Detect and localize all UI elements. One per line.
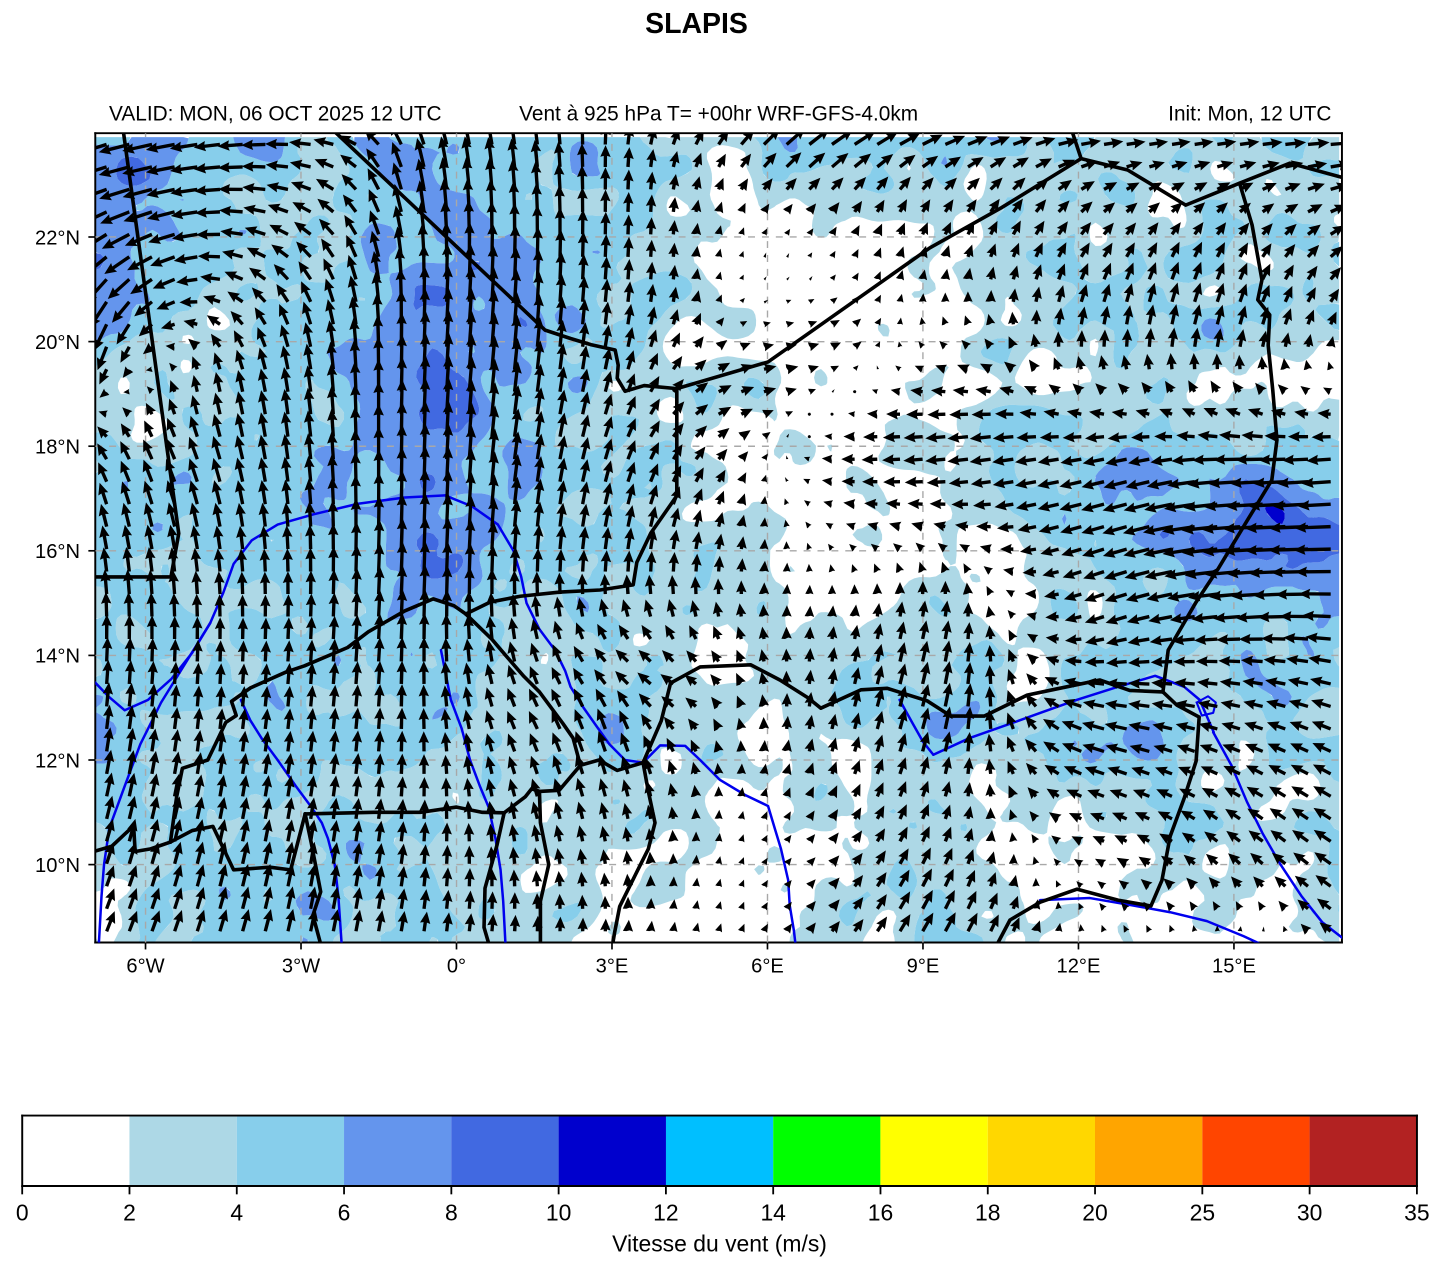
svg-text:16: 16 xyxy=(868,1200,893,1226)
svg-text:6°W: 6°W xyxy=(126,955,164,977)
svg-text:12: 12 xyxy=(653,1200,678,1226)
svg-text:9°E: 9°E xyxy=(907,955,940,977)
svg-text:8: 8 xyxy=(445,1200,458,1226)
svg-text:2: 2 xyxy=(123,1200,136,1226)
svg-text:15°E: 15°E xyxy=(1212,955,1256,977)
svg-text:0°: 0° xyxy=(447,955,466,977)
svg-text:12°N: 12°N xyxy=(35,750,80,772)
svg-text:0: 0 xyxy=(16,1200,29,1226)
svg-text:12°E: 12°E xyxy=(1057,955,1101,977)
svg-text:14°N: 14°N xyxy=(35,646,80,668)
svg-text:3°E: 3°E xyxy=(596,955,629,977)
svg-text:20°N: 20°N xyxy=(35,332,80,354)
svg-text:VALID: MON, 06 OCT 2025 12 UTC: VALID: MON, 06 OCT 2025 12 UTC xyxy=(109,103,442,126)
svg-text:14: 14 xyxy=(760,1200,786,1226)
svg-text:4: 4 xyxy=(230,1200,243,1226)
svg-text:18: 18 xyxy=(975,1200,1000,1226)
svg-text:20: 20 xyxy=(1082,1200,1107,1226)
svg-text:6: 6 xyxy=(338,1200,351,1226)
svg-text:22°N: 22°N xyxy=(35,227,80,249)
svg-text:Init: Mon, 12 UTC: Init: Mon, 12 UTC xyxy=(1168,103,1331,126)
svg-text:35: 35 xyxy=(1404,1200,1429,1226)
svg-text:10: 10 xyxy=(546,1200,571,1226)
svg-text:16°N: 16°N xyxy=(35,541,80,563)
svg-text:SLAPIS: SLAPIS xyxy=(645,8,748,40)
svg-text:18°N: 18°N xyxy=(35,436,80,458)
svg-text:30: 30 xyxy=(1297,1200,1322,1226)
svg-text:6°E: 6°E xyxy=(751,955,784,977)
svg-text:25: 25 xyxy=(1190,1200,1215,1226)
svg-text:Vent à 925 hPa T= +00hr WRF-G: Vent à 925 hPa T= +00hr WRF-GFS-4.0km xyxy=(519,103,918,126)
svg-text:3°W: 3°W xyxy=(282,955,320,977)
svg-text:Vitesse du vent (m/s): Vitesse du vent (m/s) xyxy=(612,1231,827,1257)
svg-text:10°N: 10°N xyxy=(35,855,80,877)
